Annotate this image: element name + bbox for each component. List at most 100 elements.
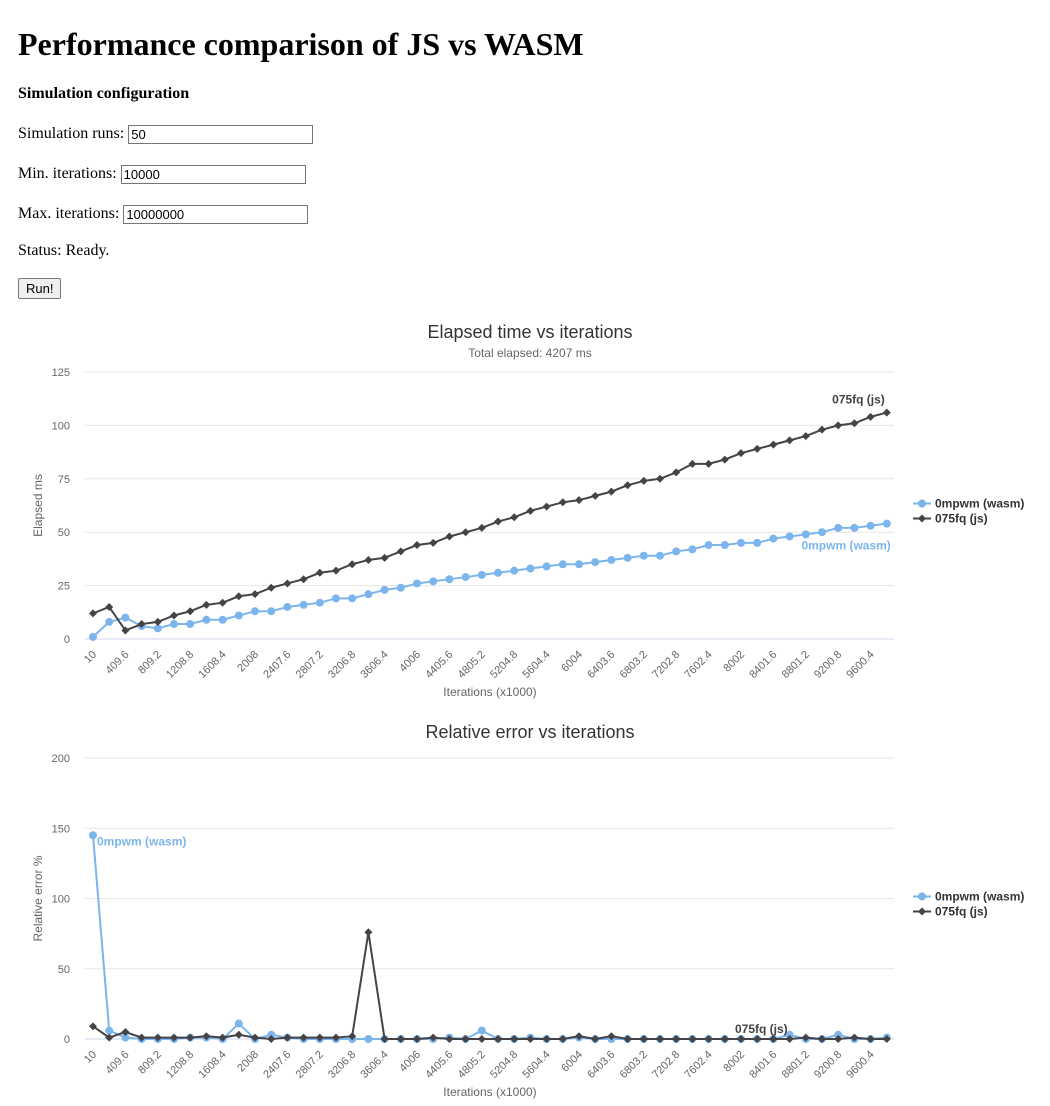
x-tick-label: 8401.6	[747, 649, 779, 681]
data-point	[704, 459, 713, 468]
data-point	[639, 1035, 648, 1043]
data-point	[591, 1035, 600, 1043]
y-tick-label: 75	[58, 474, 70, 486]
x-tick-label: 9200.8	[812, 649, 844, 681]
series-label: 075fq (js)	[735, 1022, 788, 1036]
data-point	[105, 617, 114, 626]
data-point	[591, 491, 600, 500]
data-point	[785, 436, 794, 445]
series-label: 075fq (js)	[832, 393, 885, 407]
data-point	[656, 1035, 664, 1043]
y-tick-label: 100	[52, 420, 70, 432]
data-point	[348, 1032, 357, 1041]
data-point	[688, 459, 697, 468]
max-iterations-row: Max. iterations:	[18, 204, 1032, 224]
data-point	[137, 1033, 146, 1042]
data-point	[234, 611, 243, 620]
data-point	[882, 1035, 891, 1043]
data-point	[477, 523, 486, 532]
data-point	[526, 564, 535, 573]
x-tick-label: 409.6	[104, 649, 132, 677]
x-tick-label: 4006	[397, 1049, 423, 1075]
data-point	[607, 555, 616, 564]
data-point	[170, 620, 178, 629]
x-tick-label: 7602.4	[682, 1049, 714, 1081]
data-point	[186, 620, 195, 629]
x-tick-label: 2008	[235, 649, 261, 675]
data-point	[591, 558, 600, 567]
x-tick-label: 5204.8	[488, 649, 520, 681]
data-point	[866, 1035, 875, 1043]
runs-row: Simulation runs:	[18, 124, 1032, 144]
data-point	[753, 538, 762, 547]
y-axis-title: Relative error %	[31, 855, 45, 941]
x-tick-label: 9600.4	[844, 1049, 876, 1081]
data-point	[607, 1032, 616, 1041]
data-point	[769, 440, 778, 449]
data-point	[429, 538, 438, 547]
max-iterations-input[interactable]	[123, 204, 309, 224]
data-point	[234, 1019, 243, 1028]
status-value: Ready.	[65, 242, 110, 259]
data-point	[413, 579, 421, 588]
data-point	[461, 573, 470, 582]
data-point	[542, 562, 551, 571]
data-point	[542, 1035, 551, 1043]
data-point	[526, 506, 535, 515]
x-tick-label: 4405.6	[423, 649, 455, 681]
legend-marker	[918, 892, 926, 901]
data-point	[656, 551, 664, 560]
x-tick-label: 6004	[559, 649, 585, 675]
legend-label: 0mpwm (wasm)	[935, 497, 1024, 511]
data-point	[818, 528, 826, 537]
data-point	[315, 568, 324, 577]
data-point	[737, 1035, 745, 1043]
data-point	[542, 502, 551, 511]
data-point	[558, 560, 567, 569]
data-point	[445, 532, 454, 541]
data-point	[429, 577, 438, 586]
data-point	[461, 1035, 470, 1043]
x-tick-label: 9200.8	[812, 1049, 844, 1081]
run-button[interactable]: Run!	[18, 278, 62, 299]
data-point	[105, 602, 114, 611]
legend-marker	[918, 514, 926, 523]
x-tick-label: 5204.8	[488, 1049, 520, 1081]
min-iterations-input[interactable]	[120, 164, 306, 184]
data-point	[445, 1035, 454, 1043]
x-tick-label: 7602.4	[682, 649, 714, 681]
series-line-0	[92, 835, 887, 1041]
data-point	[380, 553, 389, 562]
y-tick-label: 0	[64, 634, 70, 646]
relative-error-chart: Relative error vs iterations 0 50 100 150 200…	[31, 722, 1024, 1099]
data-point	[785, 1035, 794, 1043]
data-point	[720, 541, 729, 550]
x-tick-label: 8801.2	[780, 1049, 812, 1081]
data-point	[850, 523, 859, 532]
data-point	[186, 607, 195, 616]
x-tick-label: 2407.6	[261, 649, 293, 681]
data-point	[234, 1030, 243, 1039]
x-axis-title: Iterations (x1000)	[443, 1085, 536, 1099]
runs-input[interactable]	[128, 124, 314, 144]
data-point	[364, 555, 373, 564]
data-point	[364, 590, 373, 599]
x-tick-label: 8002	[721, 1049, 747, 1075]
data-point	[396, 1035, 405, 1043]
data-point	[267, 607, 276, 616]
status-label: Status:	[18, 242, 62, 259]
data-point	[348, 594, 357, 603]
y-tick-label: 50	[58, 527, 70, 539]
x-tick-label: 2407.6	[261, 1049, 293, 1081]
legend-label: 075fq (js)	[935, 905, 988, 919]
data-point	[494, 568, 502, 577]
data-point	[477, 570, 486, 579]
x-tick-label: 3206.8	[326, 649, 358, 681]
series-line-1	[92, 411, 888, 632]
data-point	[623, 1035, 632, 1043]
x-tick-label: 1208.8	[164, 1049, 196, 1081]
data-point	[445, 575, 454, 584]
data-point	[202, 615, 211, 624]
x-tick-label: 6403.6	[585, 649, 617, 681]
data-point	[882, 408, 891, 417]
